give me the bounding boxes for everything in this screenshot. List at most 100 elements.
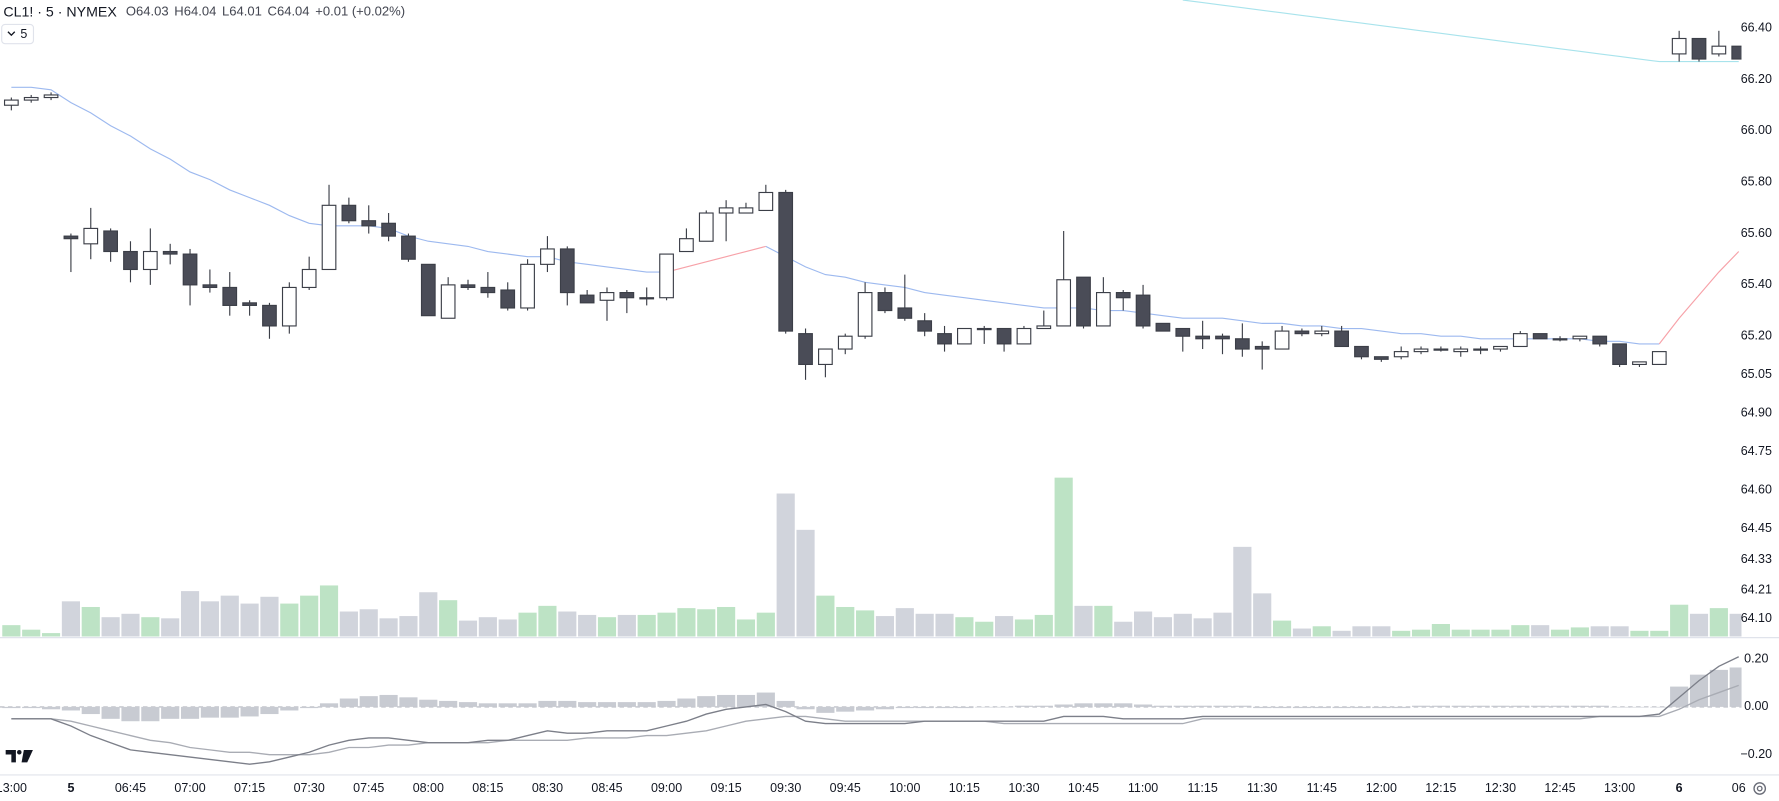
interval-toggle[interactable]: 5 [1,23,35,45]
macd-histogram-bar [597,702,617,707]
macd-histogram-bar [240,706,259,717]
macd-histogram-bar [1650,706,1669,708]
volume-bar [458,620,478,637]
volume-bar [736,619,756,637]
volume-bar [1392,630,1411,637]
tradingview-logo[interactable] [5,749,33,763]
volume-bar [1372,626,1391,637]
volume-bar [101,617,120,637]
volume-bar [1411,629,1431,637]
candle-body [1354,345,1369,358]
volume-bar [1550,629,1570,637]
candle-body [182,253,198,286]
logo-part[interactable] [17,749,22,755]
candle-body [1393,351,1409,358]
candle-body [877,292,893,312]
volume-bar [637,614,656,637]
toggle-box[interactable] [1,23,35,45]
x-tick-label: 08:00 [413,781,444,795]
volume-bar [657,612,676,637]
volume-bar [1709,608,1728,637]
candle-body [837,335,853,350]
volume-bar [1133,611,1153,637]
macd-histogram-bar [339,698,358,707]
macd-histogram-bar [458,702,478,707]
candle-body [540,248,555,265]
macd-histogram-bar [101,706,120,719]
candle-body [222,286,238,306]
macd-histogram-bar [121,706,140,722]
macd-histogram-bar [1511,705,1530,707]
macd-histogram-bar [637,702,656,707]
candle-body [1254,345,1270,350]
macd-histogram-bar [1253,706,1272,709]
x-tick-label: 6 [1676,781,1683,795]
candle-body [1314,330,1330,335]
candle-body [599,292,615,301]
settings-icon[interactable] [1753,782,1767,795]
macd-histogram-bar [915,706,934,709]
x-tick-label: 09:15 [711,781,742,795]
x-tick-label: 07:30 [294,781,325,795]
macd-histogram-bar [1213,705,1232,707]
y-tick-label: 65.80 [1741,175,1772,189]
x-tick-label: 10:45 [1068,781,1099,795]
candle-body [242,302,257,306]
volume-bar [895,608,914,637]
macd-histogram-bar [180,706,200,719]
macd-histogram-bar [1352,706,1371,709]
x-tick-label: 5 [67,781,74,795]
candle-body [1175,327,1191,337]
logo-part[interactable] [21,749,33,763]
macd-histogram-bar [558,700,577,707]
gear-inner[interactable] [1756,785,1763,792]
candle-body [341,204,357,222]
macd-histogram-bar [1193,705,1212,707]
macd-histogram-bar [1094,703,1113,707]
macd-histogram-bar [1411,705,1431,707]
volume-bar [81,606,100,637]
macd-histogram-bar [1431,705,1450,707]
candle-body [1115,292,1131,299]
toggle-label[interactable]: 5 [20,27,27,41]
volume-bar [558,611,577,637]
logo-part[interactable] [5,749,16,763]
candle-body [818,348,833,366]
candle-body [1512,333,1528,348]
volume-bar [359,609,378,637]
candle-body [500,289,516,309]
macd-histogram-bar [717,694,736,707]
y-tick-label: 64.45 [1741,521,1772,535]
macd-histogram-bar [319,703,339,707]
price-pane [2,0,1742,637]
y-tick-label: 65.40 [1741,277,1772,291]
candle-body [301,268,317,289]
candle-body [1016,327,1032,345]
macd-histogram-bar [498,703,517,707]
macd-histogram-bar [1471,705,1490,707]
macd-histogram-bar [935,706,954,709]
volume-bar [419,592,438,637]
macd-histogram-bar [2,706,21,709]
axes: 66.40 66.20 66.00 65.80 65.60 65.40 65.20 65.05… [0,21,1772,795]
volume-bar [1570,627,1589,637]
macd-histogram-bar [955,706,974,709]
moving-average [666,245,766,273]
candle-body [976,327,992,331]
volume-bar [1114,621,1133,637]
volume-bar [319,585,339,637]
chevron-icon[interactable] [7,31,16,37]
macd-histogram-bar [975,706,994,708]
candle-body [738,207,754,214]
volume-bar [260,596,279,637]
volume-bar [180,591,200,637]
x-tick-label: 11:30 [1247,781,1277,795]
candle-body [1592,335,1608,345]
y-tick-label: 64.90 [1741,406,1772,420]
y-tick-label: 64.10 [1741,611,1772,625]
x-tick-label: 09:30 [770,781,801,795]
gear-outer[interactable] [1753,782,1767,795]
volume-bar [1193,618,1212,637]
volume-bar [975,621,994,637]
change-value: +0.01 (+0.02%) [315,4,405,19]
